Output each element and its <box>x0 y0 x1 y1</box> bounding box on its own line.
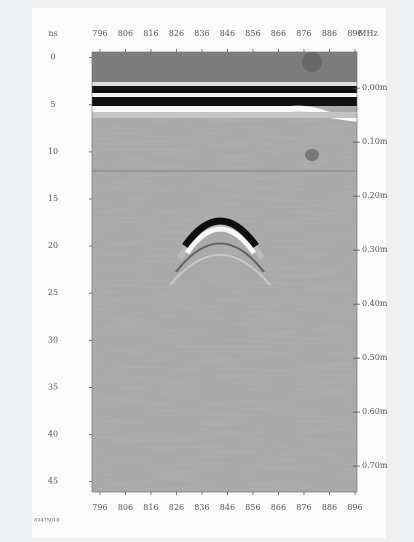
x-tick-label: 846 <box>220 29 235 38</box>
x-tick-label: 866 <box>271 503 286 512</box>
y2-tick-label: 0.20m <box>362 191 388 200</box>
y2-tick-label: 0.00m <box>362 83 388 92</box>
x-tick-label: 886 <box>322 29 337 38</box>
x-tick-label: 836 <box>194 29 209 38</box>
x-tick-label: 876 <box>296 29 311 38</box>
x-tick-label: 836 <box>194 503 209 512</box>
x-tick-label: 866 <box>271 29 286 38</box>
y2-tick-label: 0.50m <box>362 353 388 362</box>
y2-tick-label: 0.60m <box>362 407 388 416</box>
x-tick-label: 856 <box>245 503 260 512</box>
x-tick-label: 876 <box>296 503 311 512</box>
x-tick-label: 896 <box>347 29 362 38</box>
y-tick-label: 5 <box>50 100 55 109</box>
y2-tick-label: 0.10m <box>362 137 388 146</box>
plot-frame <box>91 51 358 493</box>
y-tick-label: 25 <box>48 288 58 297</box>
y-tick-label: 30 <box>48 335 58 344</box>
y2-tick-label: 0.30m <box>362 245 388 254</box>
y2-tick-label: 0.70m <box>362 461 388 470</box>
y-tick-label: 45 <box>48 477 58 486</box>
x-tick-label: 816 <box>143 503 158 512</box>
x-tick-label: 806 <box>118 29 133 38</box>
x-tick-label: 796 <box>92 503 107 512</box>
y-tick-label: 40 <box>48 430 58 439</box>
x-tick-label: 886 <box>322 503 337 512</box>
footnote: 83475018 <box>34 518 59 524</box>
radargram <box>92 52 357 492</box>
y-tick-label: 35 <box>48 382 58 391</box>
x-tick-label: 816 <box>143 29 158 38</box>
x-tick-label: 896 <box>347 503 362 512</box>
y2-tick-label: 0.40m <box>362 299 388 308</box>
x-tick-label: 856 <box>245 29 260 38</box>
x-tick-label: 796 <box>92 29 107 38</box>
y-axis-label: ns <box>48 29 57 38</box>
x-axis-label: MHz <box>358 29 377 38</box>
x-tick-label: 826 <box>169 503 184 512</box>
y-tick-label: 20 <box>48 241 58 250</box>
y-tick-label: 15 <box>48 194 58 203</box>
x-tick-label: 846 <box>220 503 235 512</box>
y-tick-label: 0 <box>50 53 55 62</box>
x-tick-label: 826 <box>169 29 184 38</box>
y-tick-label: 10 <box>48 147 58 156</box>
x-tick-label: 806 <box>118 503 133 512</box>
